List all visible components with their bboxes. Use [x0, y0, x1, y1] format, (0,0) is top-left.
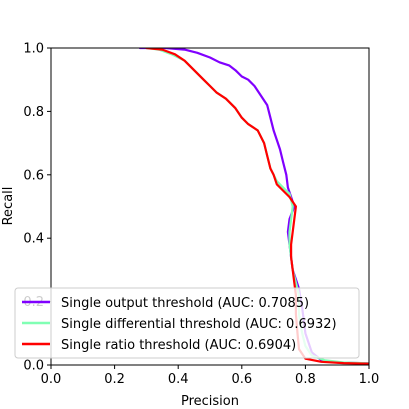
y-tick-label: 0.4 [23, 232, 44, 247]
legend-entry-2: Single differential threshold (AUC: 0.69… [61, 317, 337, 332]
legend: Single output threshold (AUC: 0.7085) Sin… [14, 287, 360, 359]
legend-entry-3: Single ratio threshold (AUC: 0.6904) [61, 338, 296, 353]
plot-frame [50, 47, 370, 366]
x-tick-label: 1.0 [359, 372, 380, 387]
x-tick-label: 0.2 [104, 372, 125, 387]
legend-entry-1: Single output threshold (AUC: 0.7085) [61, 296, 309, 311]
y-axis-label: Recall [1, 187, 16, 226]
y-tick-label: 0.0 [23, 359, 44, 374]
x-axis-label: Precision [181, 394, 239, 409]
y-tick-label: 1.0 [23, 42, 44, 57]
x-tick-label: 0.6 [231, 372, 252, 387]
x-tick-label: 0.4 [168, 372, 189, 387]
x-tick-label: 0.0 [41, 372, 62, 387]
legend-box [14, 287, 360, 359]
y-tick-label: 0.6 [23, 168, 44, 183]
y-axis-ticks: 0.00.20.40.60.81.0 [23, 42, 51, 374]
x-tick-label: 0.8 [295, 372, 316, 387]
x-axis-ticks: 0.0 0.2 0.4 0.6 0.8 1.0 [41, 365, 380, 387]
y-tick-label: 0.8 [23, 105, 44, 120]
